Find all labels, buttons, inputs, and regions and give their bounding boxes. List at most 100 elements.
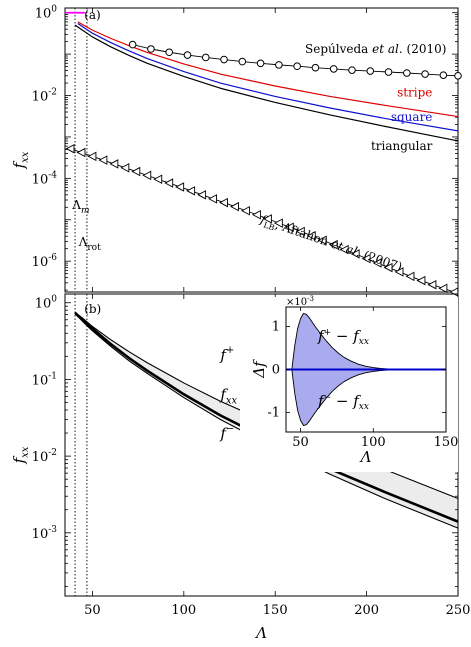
sepulveda-marker xyxy=(329,65,338,73)
panel-a-ylabel: fxx xyxy=(10,151,31,169)
sepulveda-marker xyxy=(293,62,301,71)
panel-b-xtick-label: 50 xyxy=(84,603,101,618)
panel-b-ytick-label: 10-2 xyxy=(32,448,57,465)
aftalion-marker xyxy=(98,155,108,165)
aftalion-marker xyxy=(120,163,130,173)
aftalion-marker xyxy=(251,210,261,220)
aftalion-marker xyxy=(153,174,163,185)
panel-a-ytick-label: 100 xyxy=(35,5,58,22)
panel-b-xtick-label: 250 xyxy=(446,603,471,618)
panel-b-xtick-label: 100 xyxy=(171,603,196,618)
annotation-square: square xyxy=(391,110,433,124)
aftalion-marker xyxy=(449,287,459,297)
sepulveda-marker xyxy=(384,68,393,76)
series-label-f-xx: fxx xyxy=(219,385,237,406)
panel-b-xlabel: Λ xyxy=(254,624,267,642)
aftalion-marker xyxy=(273,218,283,228)
inset-xtick-label: 150 xyxy=(434,435,459,450)
aftalion-marker xyxy=(186,186,196,196)
panel-b-xtick-label: 200 xyxy=(354,603,379,618)
sepulveda-marker xyxy=(439,71,448,79)
sepulveda-marker xyxy=(311,63,320,72)
panel-a-ytick-label: 10-6 xyxy=(32,253,58,270)
inset-multiplier: ×10-3 xyxy=(286,295,314,308)
aftalion-marker xyxy=(427,279,437,290)
sepulveda-marker xyxy=(128,40,137,49)
aftalion-marker xyxy=(339,244,349,255)
series-label-fplus: f+ xyxy=(219,345,234,364)
inset-ytick-label: 0 xyxy=(272,363,280,378)
sepulveda-marker xyxy=(238,57,247,66)
aftalion-marker xyxy=(328,239,338,250)
aftalion-marker xyxy=(262,214,272,224)
inset-ytick-label: -1 xyxy=(267,406,280,421)
aftalion-marker xyxy=(306,231,316,241)
panel-a-ytick-label: 10-2 xyxy=(32,88,57,105)
sepulveda-marker xyxy=(147,45,155,53)
lambda-rot-label: Λrot xyxy=(78,235,101,253)
inset-xtick-label: 100 xyxy=(361,435,386,450)
inset-xlabel: Λ xyxy=(359,448,372,466)
sepulveda-marker xyxy=(183,51,192,59)
panel-a-frame xyxy=(64,7,459,293)
inset-panel: 50 100 150 -1 0 1 ×10-3 Λ Δf f+ − fxx f− − fxx xyxy=(240,295,458,472)
sepulveda-marker xyxy=(220,55,228,64)
series-f-xx-line xyxy=(74,311,459,523)
aftalion-marker xyxy=(219,197,228,208)
panel-b-xtick-label: 150 xyxy=(263,603,288,618)
aftalion-marker xyxy=(241,205,250,216)
panel-a-ytick-label: 10-4 xyxy=(32,170,58,187)
annotation-sepulveda: Sepúlveda et al. (2010) xyxy=(305,42,446,56)
inset-ylabel: Δf xyxy=(250,359,268,379)
lambda-m-label: Λm xyxy=(71,198,89,216)
aftalion-marker xyxy=(350,249,360,259)
aftalion-marker xyxy=(142,170,152,181)
aftalion-marker xyxy=(76,147,86,158)
aftalion-marker xyxy=(394,267,404,277)
panel-b-label: (b) xyxy=(84,302,101,316)
aftalion-marker xyxy=(416,275,426,286)
aftalion-marker xyxy=(65,143,75,154)
panel-b-ylabel: fxx xyxy=(10,446,31,464)
aftalion-marker xyxy=(175,182,185,192)
aftalion-marker xyxy=(164,178,174,188)
aftalion-marker xyxy=(208,194,218,204)
panel-b-ytick-label: 100 xyxy=(35,295,58,312)
sepulveda-marker xyxy=(201,53,210,62)
panel-b-ytick-label: 10-1 xyxy=(32,371,57,388)
sepulveda-marker xyxy=(454,71,462,80)
inset-series-label: f+ − fxx xyxy=(317,327,369,347)
sepulveda-marker xyxy=(421,70,429,78)
aftalion-marker xyxy=(383,262,393,273)
sepulveda-marker xyxy=(366,67,375,75)
sepulveda-marker xyxy=(256,59,265,68)
inset-ytick-label: 1 xyxy=(272,319,280,334)
aftalion-marker xyxy=(372,258,382,268)
aftalion-marker xyxy=(317,235,327,245)
series-fminus-line xyxy=(74,312,459,529)
inset-series-label: f− − fxx xyxy=(317,392,369,412)
series-triangular-line xyxy=(74,24,459,142)
sepulveda-marker xyxy=(165,48,173,57)
aftalion-marker xyxy=(131,166,141,177)
aftalion-marker xyxy=(87,151,97,162)
sepulveda-marker xyxy=(348,66,356,74)
series-stripe-line xyxy=(77,21,459,118)
panel-b-ytick-label: 10-3 xyxy=(32,525,58,542)
annotation-triangular: triangular xyxy=(371,139,433,153)
panel-b: 50 100 150 200 25010010-110-210-3fxxΛ(b)f+fx… xyxy=(10,293,471,642)
aftalion-marker xyxy=(230,201,239,212)
series-label-fminus: f− xyxy=(219,423,234,442)
aftalion-marker xyxy=(405,271,415,282)
inset-background xyxy=(240,297,458,472)
aftalion-marker xyxy=(284,222,294,232)
aftalion-marker xyxy=(438,283,448,294)
inset-xtick-label: 50 xyxy=(292,435,309,450)
annotation-stripe: stripe xyxy=(397,85,432,99)
series-square-line xyxy=(77,22,459,132)
panel-a: 100 10-2 10-4 10-6 fxx (a) Λm Λrot Sepúlveda et … xyxy=(10,5,462,297)
panel-a-label: (a) xyxy=(84,8,101,22)
sepulveda-marker xyxy=(403,69,411,77)
aftalion-marker xyxy=(197,190,207,200)
